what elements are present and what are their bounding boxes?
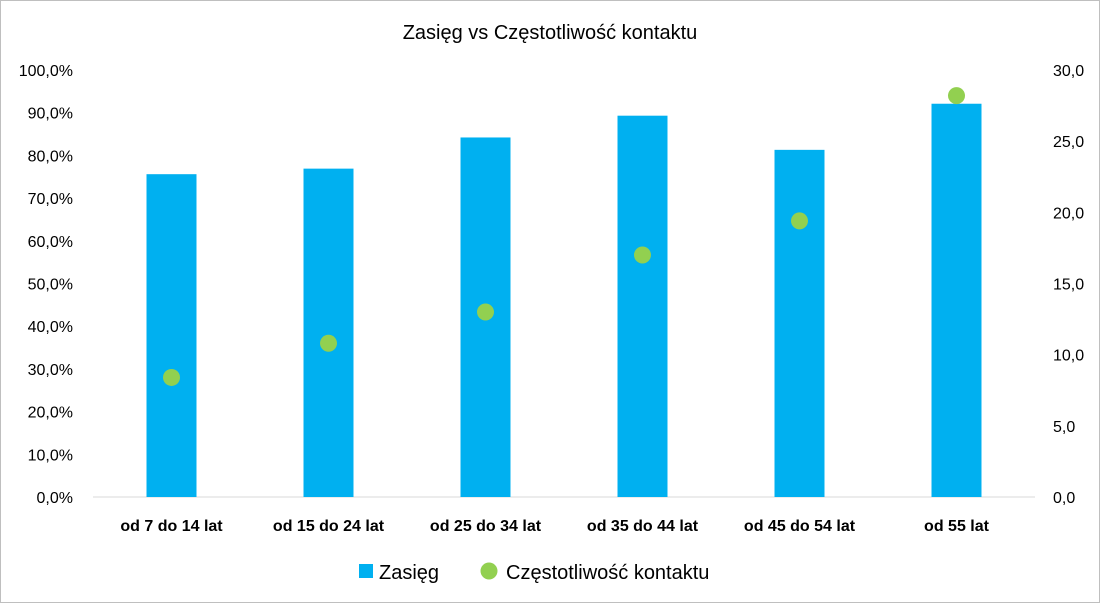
- category-label: od 25 do 34 lat: [430, 518, 542, 535]
- right-axis-ticks: 0,0 5,0 10,0 15,0 20,0 25,0 30,0: [1053, 63, 1084, 507]
- right-tick-label: 0,0: [1053, 490, 1075, 507]
- category-label: od 45 do 54 lat: [744, 518, 856, 535]
- left-tick-label: 50,0%: [28, 277, 73, 294]
- bars-group: [146, 103, 982, 498]
- bar-zasieg: [774, 149, 825, 497]
- left-axis-ticks: 0,0% 10,0% 20,0% 30,0% 40,0% 50,0% 60,0% 70,0% 8…: [19, 63, 73, 507]
- legend-swatch-zasieg: [359, 564, 373, 578]
- right-tick-label: 10,0: [1053, 348, 1084, 365]
- legend-label-czestotliwosc: Częstotliwość kontaktu: [506, 562, 709, 584]
- category-label: od 7 do 14 lat: [120, 518, 223, 535]
- category-label: od 35 do 44 lat: [587, 518, 699, 535]
- bar-zasieg: [303, 168, 354, 497]
- left-tick-label: 30,0%: [28, 362, 73, 379]
- right-tick-label: 20,0: [1053, 205, 1084, 222]
- right-tick-label: 5,0: [1053, 419, 1075, 436]
- left-tick-label: 20,0%: [28, 405, 73, 422]
- point-czestotliwosc: [948, 87, 965, 105]
- points-group: [163, 87, 965, 386]
- category-label: od 55 lat: [924, 518, 990, 535]
- point-czestotliwosc: [163, 368, 180, 386]
- legend: Zasięg Częstotliwość kontaktu: [359, 562, 709, 584]
- bar-zasieg: [617, 115, 668, 498]
- bar-zasieg: [146, 174, 197, 498]
- point-czestotliwosc: [320, 334, 337, 352]
- left-tick-label: 10,0%: [28, 447, 73, 464]
- point-czestotliwosc: [634, 246, 651, 264]
- left-tick-label: 40,0%: [28, 319, 73, 336]
- point-czestotliwosc: [477, 303, 494, 321]
- left-tick-label: 100,0%: [19, 63, 73, 80]
- category-labels: od 7 do 14 lat od 15 do 24 lat od 25 do 34…: [120, 518, 989, 535]
- right-tick-label: 30,0: [1053, 63, 1084, 80]
- right-tick-label: 15,0: [1053, 277, 1084, 294]
- category-label: od 15 do 24 lat: [273, 518, 385, 535]
- point-czestotliwosc: [791, 212, 808, 230]
- left-tick-label: 60,0%: [28, 234, 73, 251]
- legend-label-zasieg: Zasięg: [379, 562, 439, 584]
- right-tick-label: 25,0: [1053, 134, 1084, 151]
- chart-title: Zasięg vs Częstotliwość kontaktu: [403, 22, 698, 44]
- left-tick-label: 80,0%: [28, 148, 73, 165]
- bar-zasieg: [931, 103, 982, 497]
- left-tick-label: 70,0%: [28, 191, 73, 208]
- left-tick-label: 90,0%: [28, 106, 73, 123]
- legend-swatch-czestotliwosc: [480, 562, 498, 580]
- left-tick-label: 0,0%: [37, 490, 73, 507]
